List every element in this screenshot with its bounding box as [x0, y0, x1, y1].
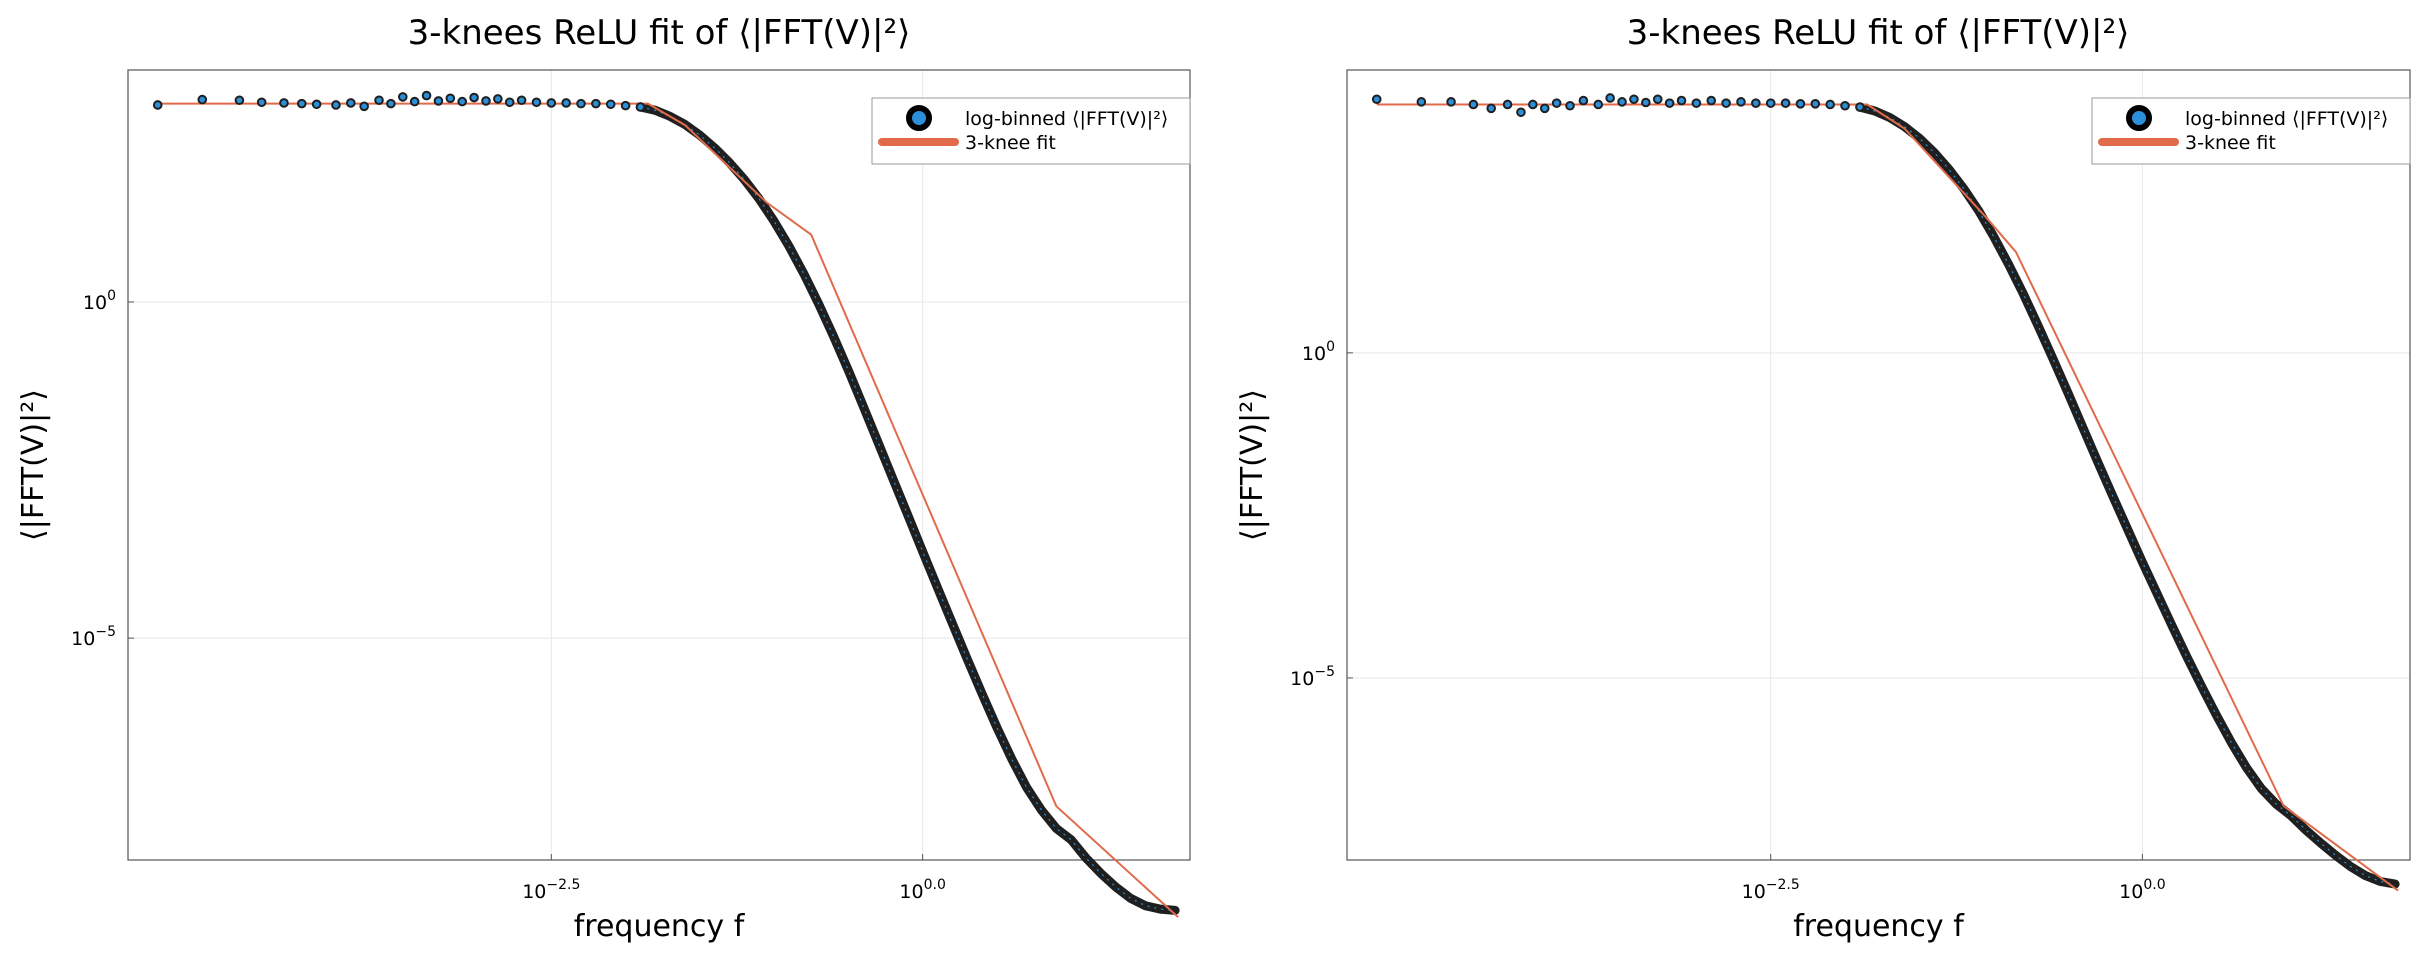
legend-label-fit: 3-knee fit	[2185, 132, 2276, 154]
x-tick-label: 100.0	[899, 877, 945, 903]
left-chart-panel: 10−2.5 100.0 100 10−5 3-knees ReLU fit of ⟨|…	[16, 13, 1191, 944]
data-point	[311, 99, 322, 110]
legend-label-scatter: log-binned ⟨|FFT(V)|²⟩	[2185, 108, 2388, 130]
data-point	[1578, 95, 1589, 106]
data-point	[409, 96, 420, 107]
data-point	[620, 100, 631, 111]
data-point	[546, 98, 557, 108]
data-point	[1565, 100, 1575, 111]
data-band	[635, 102, 1180, 915]
chart-title: 3-knees ReLU fit of ⟨|FFT(V)|²⟩	[408, 13, 911, 53]
data-point	[1780, 98, 1791, 108]
data-point	[1593, 99, 1604, 110]
data-point	[1706, 95, 1717, 106]
chart-title: 3-knees ReLU fit of ⟨|FFT(V)|²⟩	[1627, 13, 2130, 53]
data-point	[1502, 99, 1513, 110]
data-point	[516, 95, 527, 106]
data-point	[504, 97, 515, 108]
data-point	[1617, 97, 1627, 107]
data-point	[1416, 97, 1427, 107]
legend-marker-scatter	[2126, 105, 2152, 131]
data-point	[1551, 98, 1562, 108]
data-point	[1516, 107, 1526, 118]
data-point	[1855, 102, 1865, 112]
data-point	[345, 98, 356, 108]
data-point	[605, 99, 616, 110]
data-point	[421, 90, 432, 101]
data-point	[296, 98, 307, 109]
data-band-inner	[1859, 106, 2396, 885]
plot-frame	[1346, 69, 2411, 861]
legend-box	[871, 97, 1191, 165]
data-point	[1629, 94, 1639, 105]
data-point	[1605, 93, 1615, 103]
y-tick-label: 10−5	[71, 624, 116, 650]
data-point	[1676, 95, 1687, 106]
y-tick-label: 100	[83, 288, 116, 314]
data-point	[386, 98, 396, 109]
y-axis-label: ⟨|FFT(V)|²⟩	[1235, 389, 1270, 541]
y-tick-label: 10−5	[1290, 664, 1335, 690]
x-tick-label: 10−2.5	[1742, 877, 1800, 903]
data-point	[1795, 99, 1806, 109]
data-point	[635, 102, 646, 112]
data-point	[1371, 94, 1382, 105]
data-point	[469, 92, 479, 103]
y-axis-label: ⟨|FFT(V)|²⟩	[16, 389, 51, 541]
data-point	[1641, 97, 1651, 108]
data-point	[152, 100, 163, 110]
data-point	[481, 96, 491, 106]
data-point	[256, 97, 267, 108]
legend-marker-scatter	[906, 105, 932, 131]
data-point	[576, 98, 586, 109]
fit-line	[157, 102, 1179, 918]
data-point	[1751, 98, 1761, 108]
fit-line	[1376, 103, 2399, 892]
data-point	[331, 100, 341, 110]
data-point	[1486, 103, 1497, 114]
data-point	[531, 97, 542, 108]
x-tick-label: 10−2.5	[522, 877, 580, 903]
data-point	[397, 92, 408, 102]
data-point	[1446, 97, 1456, 107]
x-axis-label: frequency f	[574, 909, 746, 944]
x-axis-label: frequency f	[1793, 909, 1965, 944]
data-band	[1855, 102, 2400, 889]
data-point	[234, 95, 245, 106]
x-tick-label: 100.0	[2119, 877, 2165, 903]
data-point	[1539, 103, 1550, 114]
plot-frame	[127, 69, 1191, 861]
data-point	[197, 94, 208, 105]
data-point	[1691, 98, 1702, 108]
data-point	[1528, 99, 1538, 110]
data-point	[279, 98, 289, 108]
data-point	[1736, 97, 1746, 107]
data-point	[591, 98, 601, 109]
data-point	[561, 98, 571, 108]
right-chart-panel: 10−2.5 100.0 100 10−5 3-knees ReLU fit of ⟨|…	[1235, 13, 2411, 944]
data-point	[493, 94, 503, 104]
data-point	[1765, 98, 1776, 108]
data-point	[457, 96, 467, 107]
data-point	[1652, 94, 1663, 105]
data-point	[445, 93, 456, 104]
legend-box	[2091, 97, 2411, 165]
data-point	[1721, 98, 1731, 108]
data-point	[374, 95, 384, 106]
legend-label-scatter: log-binned ⟨|FFT(V)|²⟩	[965, 108, 1168, 130]
data-point	[433, 96, 444, 106]
data-point	[1825, 99, 1835, 110]
data-point	[1664, 98, 1675, 108]
data-point	[359, 101, 369, 112]
data-point	[1468, 99, 1479, 110]
y-tick-label: 100	[1302, 339, 1335, 365]
legend-label-fit: 3-knee fit	[965, 132, 1056, 154]
data-point	[1840, 100, 1850, 111]
data-point	[1810, 99, 1821, 109]
